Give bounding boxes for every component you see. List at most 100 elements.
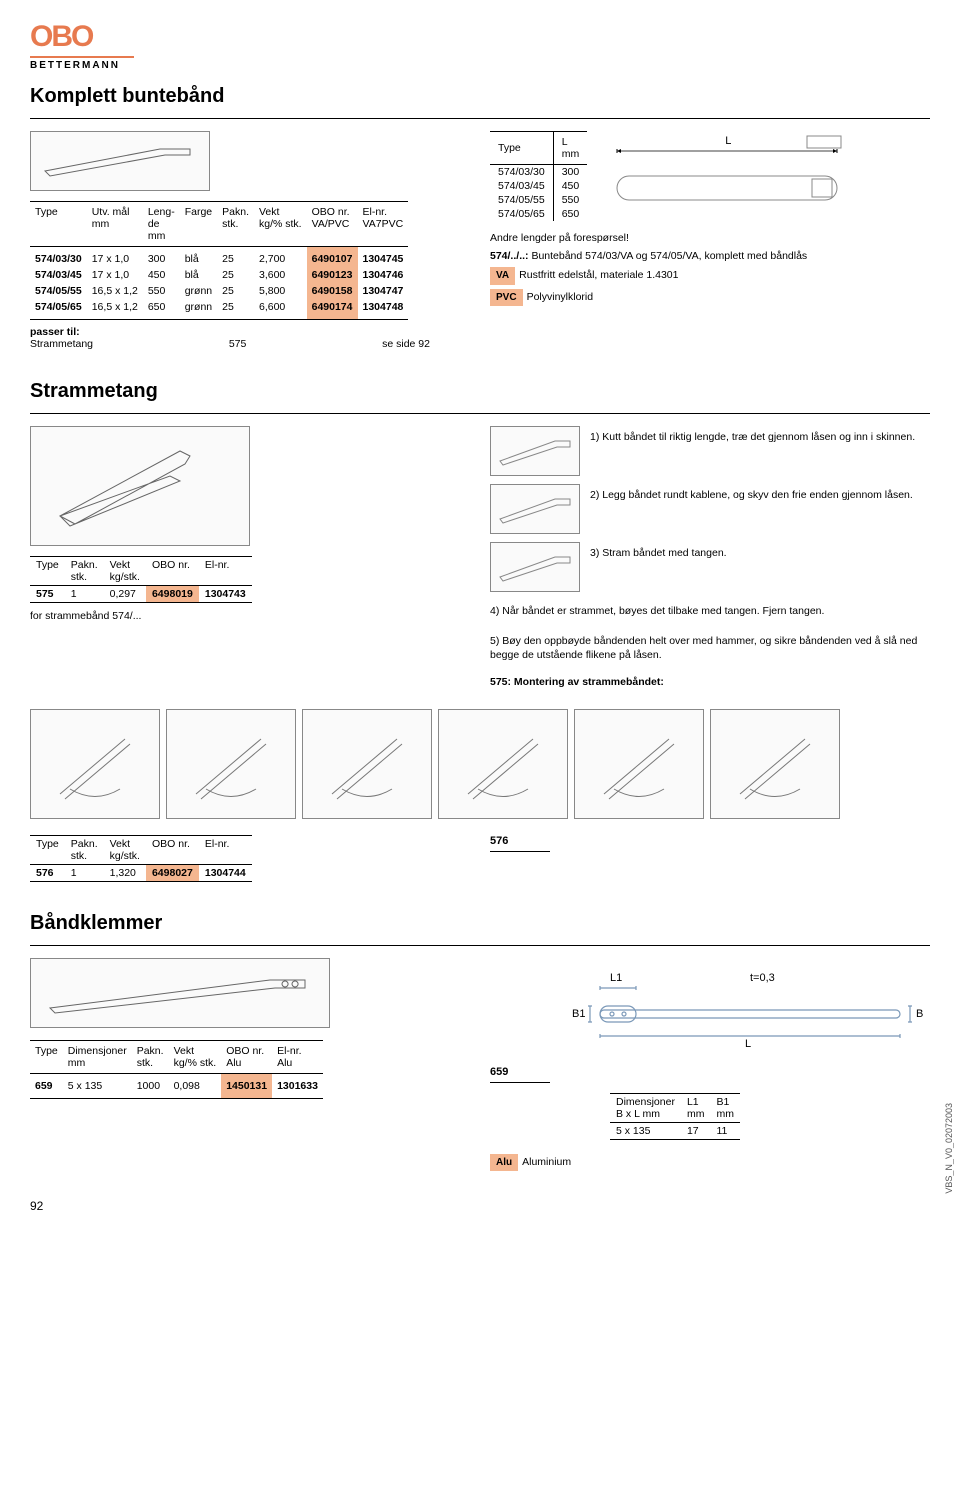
th: B1 mm [710,1093,740,1122]
th: L1 mm [681,1093,711,1122]
step-illustration-icon [490,426,580,476]
product-table-574: Type Utv. mål mm Leng- de mm Farge Pakn.… [30,201,408,320]
th-vekt: Vekt kg/% stk. [254,202,307,247]
passer-page: se side 92 [382,338,430,350]
ref-659: 659 [490,1066,550,1083]
instruction-step: 2) Legg båndet rundt kablene, og skyv de… [490,484,930,534]
product-table-576: Type Pakn. stk. Vekt kg/stk. OBO nr. El-… [30,835,252,882]
table-row: 574/05/55550 [490,193,587,207]
note-desc: 574/../..: Buntebånd 574/03/VA og 574/05… [490,249,930,263]
th-obonr: OBO nr. VA/PVC [307,202,358,247]
dimension-table-659: Dimensjoner B x L mm L1 mm B1 mm 5 x 135… [610,1093,740,1140]
th: OBO nr. [146,557,199,586]
instruction-step: 5) Bøy den oppbøyde båndenden helt over … [490,630,930,666]
section-title: Komplett buntebånd [30,79,930,119]
th: Type [30,1040,63,1073]
usage-step-icon [574,709,704,819]
material-pvc: PVCPolyvinylklorid [490,289,930,307]
th: Pakn. stk. [65,835,104,864]
table-row: 574/05/6516,5 x 1,2650grønn256,600649017… [30,299,408,320]
th-lengde: Leng- de mm [143,202,180,247]
th: El-nr. [199,557,252,586]
th: Pakn. stk. [132,1040,169,1073]
product-table-659: Type Dimensjoner mm Pakn. stk. Vekt kg/%… [30,1040,323,1099]
th-farge: Farge [180,202,217,247]
step-text: 1) Kutt båndet til riktig lengde, træ de… [590,430,915,444]
section-komplett-buntebaand: Komplett buntebånd Type Utv. mål mm Leng… [30,79,930,350]
table-row: 574/03/3017 x 1,0300blå252,7006490107130… [30,247,408,268]
badge-pvc: PVC [490,289,523,307]
th-utvmaal: Utv. mål mm [87,202,143,247]
th: Pakn. stk. [65,557,104,586]
material-alu: AluAluminium [490,1154,930,1172]
document-code: VBS_N_V0_02072003 [944,1103,954,1194]
passer-row: Strammetang 575 se side 92 [30,338,430,350]
brand-name: OBO [30,20,930,54]
usage-step-icon [438,709,568,819]
mounting-label: 575: Montering av strammebåndet: [490,675,930,689]
step-illustration-icon [490,484,580,534]
usage-step-icon [166,709,296,819]
instruction-step: 1) Kutt båndet til riktig lengde, træ de… [490,426,930,476]
th: OBO nr. Alu [221,1040,272,1073]
dim-t: t=0,3 [750,972,775,984]
instruction-step: 3) Stram båndet med tangen. [490,542,930,592]
note-lengths: Andre lengder på forespørsel! [490,231,930,245]
th: Type [30,557,65,586]
band-clamp-illustration [30,958,330,1028]
usage-step-icon [302,709,432,819]
th: Vekt kg/stk. [104,557,146,586]
dim-L1: L1 [610,972,622,984]
th: El-nr. Alu [272,1040,323,1073]
th-l-r: L mm [553,132,587,165]
dim-L-bottom: L [745,1038,751,1050]
th: OBO nr. [146,835,199,864]
section-title-4: Båndklemmer [30,906,930,946]
brand-logo: OBO BETTERMANN [30,20,930,71]
table-row: 574/03/30300 [490,165,587,180]
passer-name: Strammetang [30,338,93,350]
th-elnr: El-nr. VA7PVC [358,202,409,247]
table-row: 575 1 0,297 6498019 1304743 [30,586,252,603]
section-baandklemmer: Båndklemmer Type Dimensjoner mm Pakn. st… [30,906,930,1176]
table-row: 574/03/45450 [490,179,587,193]
step-text: 5) Bøy den oppbøyde båndenden helt over … [490,634,930,662]
th-pakn: Pakn. stk. [217,202,254,247]
usage-step-icon [710,709,840,819]
ref-576: 576 [490,835,550,852]
table-row: 574/05/65650 [490,207,587,221]
step-illustration-icon [490,542,580,592]
page-number: 92 [30,1199,930,1213]
table-row: 574/03/4517 x 1,0450blå253,6006490123130… [30,267,408,283]
step-text: 3) Stram båndet med tangen. [590,546,727,560]
th: Dimensjoner mm [63,1040,132,1073]
badge-va: VA [490,267,515,285]
table-row: 576 1 1,320 6498027 1304744 [30,864,252,881]
table-row: 659 5 x 135 1000 0,098 1450131 1301633 [30,1073,323,1098]
dim-B1: B1 [572,1008,585,1020]
step-text: 4) Når båndet er strammet, bøyes det til… [490,604,824,618]
dim-L: L [725,135,731,147]
instruction-step: 4) Når båndet er strammet, bøyes det til… [490,600,930,622]
th-type: Type [30,202,87,247]
section-strammetang: Strammetang Type Pakn. stk. Vekt kg/stk.… [30,374,930,882]
table-row: 574/05/5516,5 x 1,2550grønn255,800649015… [30,283,408,299]
th: El-nr. [199,835,252,864]
th: Dimensjoner B x L mm [610,1093,681,1122]
section-title-2: Strammetang [30,374,930,414]
product-table-575: Type Pakn. stk. Vekt kg/stk. OBO nr. El-… [30,556,252,603]
table-row: 5 x 135 17 11 [610,1122,740,1139]
badge-alu: Alu [490,1154,518,1172]
step-text: 2) Legg båndet rundt kablene, og skyv de… [590,488,913,502]
th: Type [30,835,65,864]
length-table: Type L mm 574/03/30300574/03/45450574/05… [490,131,587,221]
usage-step-icon [30,709,160,819]
passer-ref: 575 [229,338,247,350]
th: Vekt kg/stk. [104,835,146,864]
plier-illustration [30,426,250,546]
th: Vekt kg/% stk. [169,1040,222,1073]
th-type-r: Type [490,132,553,165]
for-text: for strammebånd 574/... [30,609,470,623]
technical-drawing-659: L1 t=0,3 B B1 L [550,972,930,1052]
cable-tie-illustration [30,131,210,191]
